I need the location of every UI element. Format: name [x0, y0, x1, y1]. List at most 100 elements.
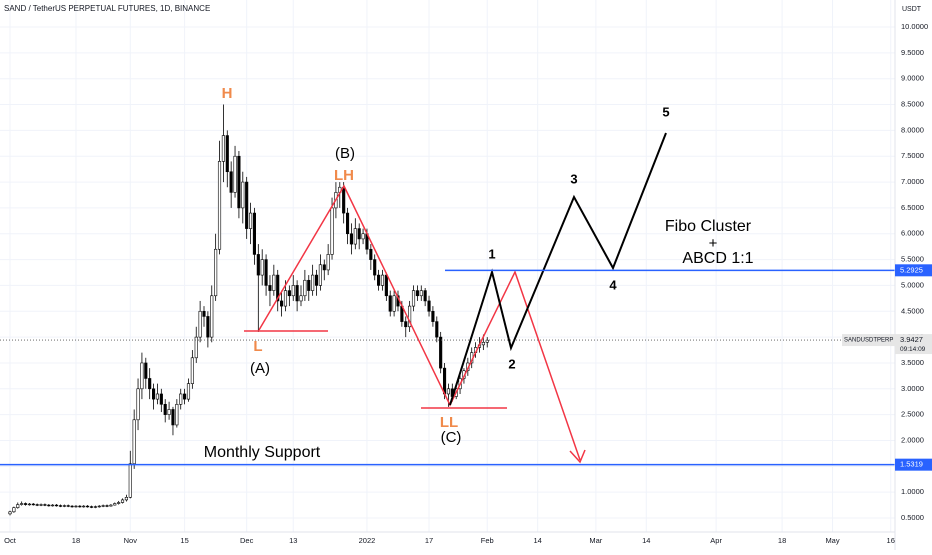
candle-body [152, 388, 156, 400]
grid [0, 0, 895, 532]
symbol-tag [842, 334, 895, 347]
candle-body [431, 310, 435, 322]
y-tick-label: 6.0000 [901, 229, 924, 238]
label-h: H [222, 85, 233, 102]
candle-body [47, 504, 51, 507]
fibo-label: Fibo Cluster [665, 218, 752, 235]
candle-body [16, 504, 20, 508]
candle-body [198, 310, 202, 338]
unit-label: USDT [902, 6, 922, 13]
candle-body [113, 503, 117, 506]
y-tick-label: 1.0000 [901, 487, 924, 496]
candle-body [318, 264, 322, 286]
label-lh: LH [334, 167, 354, 184]
price-tag [895, 264, 932, 277]
x-tick-label: Mar [589, 536, 602, 545]
candle-body [194, 336, 198, 359]
candle-body [280, 300, 284, 307]
x-tick-label: 16 [887, 536, 895, 545]
label-b: (B) [335, 145, 355, 162]
symbol-label: SANDUSDTPERP [844, 338, 893, 344]
candle-body [373, 259, 377, 276]
candle-body [221, 135, 225, 162]
candle-body [345, 212, 350, 235]
candle-body [299, 295, 303, 302]
label-c: (C) [441, 429, 462, 446]
candle-body [330, 207, 334, 255]
label-l: L [253, 338, 262, 355]
candle-body [132, 419, 136, 465]
abcd-label: ABCD 1:1 [682, 250, 753, 267]
candle-body [62, 505, 66, 507]
candle-body [144, 362, 148, 379]
annotations: H LH L LL (B) (A) (C) 1 2 3 4 5 Fibo Clu… [0, 85, 895, 466]
wave-1: 1 [488, 246, 495, 261]
candle-body [210, 295, 214, 338]
candle-body [51, 504, 55, 507]
y-tick-label: 6.5000 [901, 203, 924, 212]
candle-body [117, 502, 121, 504]
y-tick-label: 7.0000 [901, 177, 924, 186]
y-tick-label: 8.5000 [901, 100, 924, 109]
candle-body [70, 505, 74, 508]
candle-body [415, 290, 419, 297]
wave-3: 3 [570, 171, 577, 186]
candle-body [311, 274, 315, 291]
candle-body [427, 300, 431, 312]
candle-body [485, 339, 489, 343]
candle-body [35, 504, 39, 506]
y-tick-label: 4.5000 [901, 306, 924, 315]
candle-body [214, 248, 218, 297]
candle-body [128, 463, 132, 498]
candle-body [353, 228, 357, 245]
candle-body [167, 409, 171, 415]
chart-title: SAND / TetherUS PERPETUAL FUTURES, 1D, B… [4, 4, 210, 13]
candle-body [357, 228, 361, 240]
candle-body [264, 259, 268, 286]
candle-body [326, 254, 330, 271]
candle-body [307, 279, 311, 291]
candle-body [179, 393, 183, 405]
red-path [258, 184, 581, 461]
candle-body [12, 507, 16, 513]
support-label: Monthly Support [204, 444, 321, 461]
candle-body [322, 264, 326, 271]
candle-body [39, 504, 43, 506]
candle-body [175, 403, 179, 426]
candle-body [260, 259, 264, 276]
candle-body [241, 181, 245, 209]
candle-body [248, 212, 253, 229]
x-tick-label: Apr [710, 536, 722, 545]
candle-body [408, 305, 412, 328]
candle-body [423, 290, 427, 302]
candle-body [283, 290, 288, 307]
candle-body [86, 505, 90, 508]
candle-body [97, 505, 101, 508]
x-tick-label: 14 [642, 536, 650, 545]
arrow-head [569, 449, 586, 464]
x-tick-label: Nov [124, 536, 138, 545]
price-tag [895, 334, 932, 355]
candle-body [8, 511, 12, 515]
candle-body [252, 212, 257, 255]
candle-body [442, 367, 447, 395]
candle-body [190, 357, 194, 384]
x-tick-label: 17 [425, 536, 433, 545]
candle-body [105, 505, 109, 507]
candle-body [268, 285, 272, 291]
candle-body [295, 285, 299, 302]
candle-body [435, 321, 439, 338]
x-tick-label: 13 [289, 536, 297, 545]
candle-body [66, 505, 70, 507]
candle-body [55, 504, 59, 507]
candle-body [481, 341, 485, 346]
candle-body [314, 274, 319, 286]
candle-body [291, 285, 295, 297]
label-a: (A) [250, 360, 270, 377]
candle-body [361, 233, 365, 240]
candle-body [392, 295, 396, 312]
y-tick-label: 2.0000 [901, 435, 924, 444]
candle-body [245, 181, 249, 229]
candle-body [93, 506, 97, 508]
